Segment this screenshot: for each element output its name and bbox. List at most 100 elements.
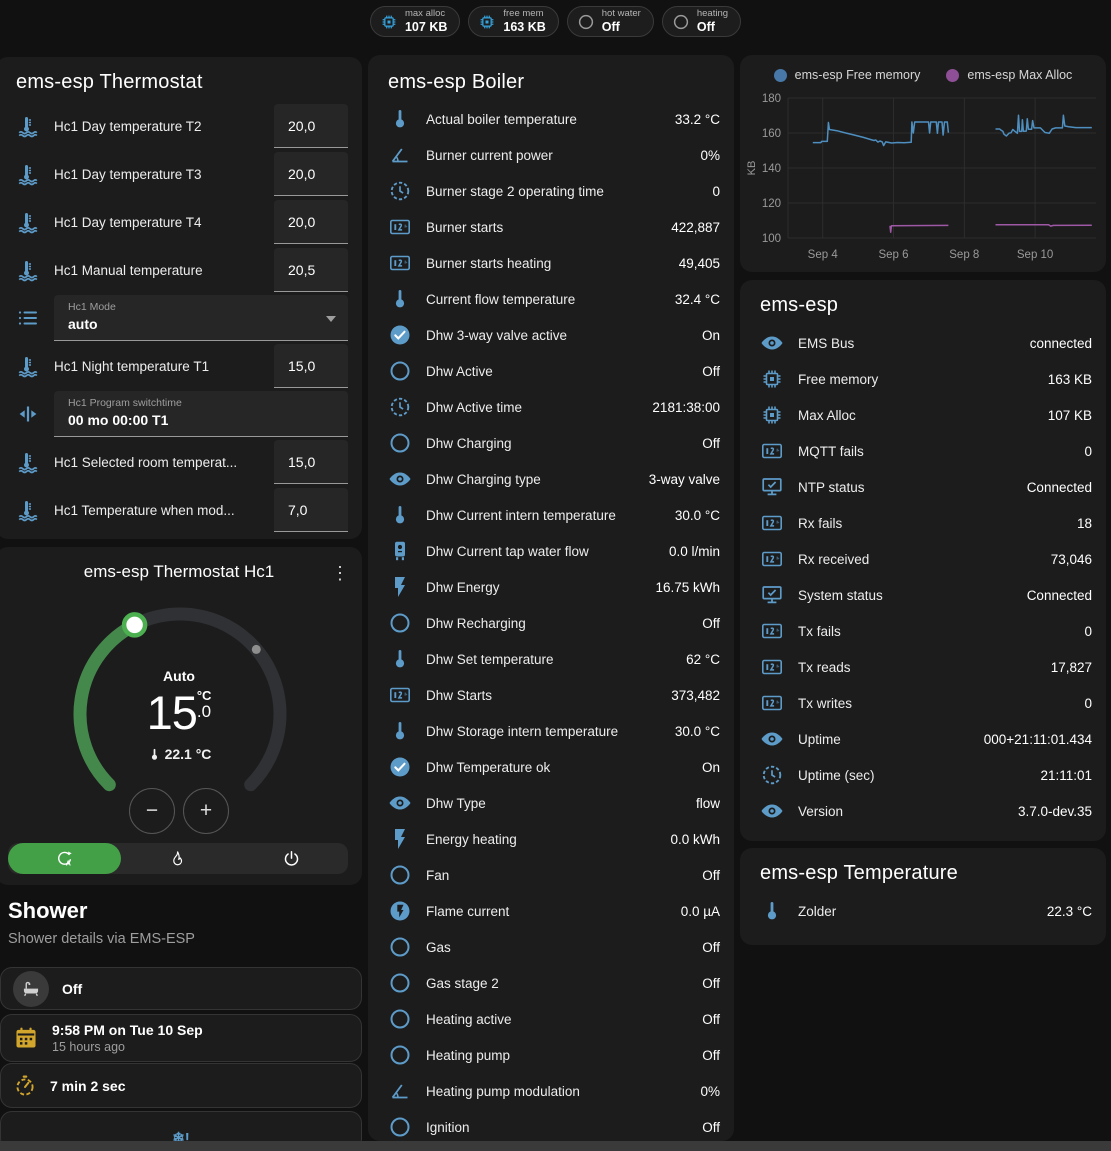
entity-row[interactable]: Dhw Current tap water flow 0.0 l/min xyxy=(368,533,734,569)
progress-clock-icon xyxy=(762,765,782,785)
monitor-check-icon xyxy=(762,478,782,496)
entity-value: 0 xyxy=(1084,623,1092,639)
entity-value: 2181:38:00 xyxy=(652,399,720,415)
entity-row[interactable]: Burner starts 422,887 xyxy=(368,209,734,245)
entity-row[interactable]: Dhw Set temperature 62 °C xyxy=(368,641,734,677)
entity-row[interactable]: Heating pump modulation 0% xyxy=(368,1073,734,1109)
entity-row[interactable]: Hc1 Day temperature T3 20,0 xyxy=(0,150,362,198)
entity-row[interactable]: Hc1 Program switchtime 00 mo 00:00 T1 xyxy=(0,390,362,438)
field-value: 00 mo 00:00 T1 xyxy=(68,412,169,428)
number-input[interactable]: 20,5 xyxy=(274,248,348,292)
entity-row[interactable]: Dhw Type flow xyxy=(368,785,734,821)
mode-select[interactable]: Hc1 Mode auto xyxy=(54,295,348,341)
entity-row[interactable]: Dhw Active time 2181:38:00 xyxy=(368,389,734,425)
shower-card[interactable]: 9:58 PM on Tue 10 Sep 15 hours ago xyxy=(0,1014,362,1062)
coolant-icon xyxy=(18,357,38,378)
entity-row[interactable]: Max Alloc 107 KB xyxy=(740,397,1106,433)
entity-value: 18 xyxy=(1076,515,1092,531)
increase-temp-button[interactable]: + xyxy=(183,788,229,834)
card-title: ems-esp Boiler xyxy=(388,71,525,93)
entity-row[interactable]: Tx reads 17,827 xyxy=(740,649,1106,685)
entity-row[interactable]: NTP status Connected xyxy=(740,469,1106,505)
hvac-mode-thermostat-auto-button[interactable]: A xyxy=(8,843,122,874)
number-input[interactable]: 15,0 xyxy=(274,344,348,388)
hvac-mode-power-button[interactable] xyxy=(235,843,348,874)
entity-row[interactable]: Version 3.7.0-dev.35 xyxy=(740,793,1106,829)
legend-item[interactable]: ems-esp Free memory xyxy=(773,68,920,82)
number-input[interactable]: 20,0 xyxy=(274,152,348,196)
entity-row[interactable]: Dhw Charging type 3-way valve xyxy=(368,461,734,497)
badge-label: max alloc xyxy=(404,7,446,19)
entity-row[interactable]: Rx fails 18 xyxy=(740,505,1106,541)
number-input[interactable]: 20,0 xyxy=(274,104,348,148)
entity-row[interactable]: Rx received 73,046 xyxy=(740,541,1106,577)
entity-row[interactable]: Hc1 Temperature when mod... 7,0 xyxy=(0,486,362,534)
entity-row[interactable]: Burner stage 2 operating time 0 xyxy=(368,173,734,209)
hvac-mode-fire-button[interactable] xyxy=(121,843,234,874)
entity-row[interactable]: Free memory 163 KB xyxy=(740,361,1106,397)
thermostat-dial[interactable] xyxy=(65,599,295,829)
entity-row[interactable]: Tx fails 0 xyxy=(740,613,1106,649)
entity-row[interactable]: Hc1 Day temperature T2 20,0 xyxy=(0,102,362,150)
entity-value: Off xyxy=(702,363,720,379)
entity-row[interactable]: Fan Off xyxy=(368,857,734,893)
entity-name: Rx fails xyxy=(798,515,843,531)
entity-row[interactable]: Ignition Off xyxy=(368,1109,734,1141)
entity-name: Heating pump modulation xyxy=(426,1083,580,1099)
flash-icon xyxy=(395,829,405,849)
entity-value: Off xyxy=(702,867,720,883)
entity-row[interactable]: Dhw Starts 373,482 xyxy=(368,677,734,713)
status-badge[interactable]: hot water Off xyxy=(566,6,654,37)
entity-row[interactable]: Hc1 Selected room temperat... 15,0 xyxy=(0,438,362,486)
more-options-icon[interactable]: ⋮ xyxy=(331,562,349,583)
entity-name: Hc1 Day temperature T4 xyxy=(54,214,202,230)
status-badge[interactable]: heating Off xyxy=(661,6,742,37)
text-input[interactable]: Hc1 Program switchtime 00 mo 00:00 T1 xyxy=(54,391,348,437)
entity-row[interactable]: Uptime (sec) 21:11:01 xyxy=(740,757,1106,793)
entity-row[interactable]: Heating pump Off xyxy=(368,1037,734,1073)
number-input[interactable]: 7,0 xyxy=(274,488,348,532)
entity-row[interactable]: Actual boiler temperature 33.2 °C xyxy=(368,101,734,137)
number-input[interactable]: 15,0 xyxy=(274,440,348,484)
entity-row[interactable]: Hc1 Manual temperature 20,5 xyxy=(0,246,362,294)
entity-row[interactable]: Dhw Current intern temperature 30.0 °C xyxy=(368,497,734,533)
decrease-temp-button[interactable]: − xyxy=(129,788,175,834)
entity-row[interactable]: Dhw Energy 16.75 kWh xyxy=(368,569,734,605)
entity-name: Rx received xyxy=(798,551,870,567)
dial-arc[interactable] xyxy=(65,599,295,829)
entity-row[interactable]: Dhw Charging Off xyxy=(368,425,734,461)
entity-row[interactable]: Burner current power 0% xyxy=(368,137,734,173)
dial-handle[interactable] xyxy=(121,612,148,638)
entity-row[interactable]: Flame current 0.0 µA xyxy=(368,893,734,929)
entity-row[interactable]: Tx writes 0 xyxy=(740,685,1106,721)
entity-row[interactable]: Energy heating 0.0 kWh xyxy=(368,821,734,857)
field-value: auto xyxy=(68,316,98,332)
entity-row[interactable]: Uptime 000+21:11:01.434 xyxy=(740,721,1106,757)
number-input[interactable]: 20,0 xyxy=(274,200,348,244)
entity-row[interactable]: Dhw 3-way valve active On xyxy=(368,317,734,353)
entity-row[interactable]: Hc1 Day temperature T4 20,0 xyxy=(0,198,362,246)
shower-card[interactable]: 7 min 2 sec xyxy=(0,1063,362,1108)
entity-row[interactable]: Heating active Off xyxy=(368,1001,734,1037)
entity-row[interactable]: Dhw Active Off xyxy=(368,353,734,389)
entity-row[interactable]: Current flow temperature 32.4 °C xyxy=(368,281,734,317)
entity-row[interactable]: Gas Off xyxy=(368,929,734,965)
entity-row[interactable]: Burner starts heating 49,405 xyxy=(368,245,734,281)
entity-row[interactable]: Dhw Recharging Off xyxy=(368,605,734,641)
shower-card[interactable]: Off xyxy=(0,967,362,1010)
entity-name: System status xyxy=(798,587,883,603)
entity-row[interactable]: System status Connected xyxy=(740,577,1106,613)
entity-row[interactable]: Zolder 22.3 °C xyxy=(740,893,1106,929)
legend-item[interactable]: ems-esp Max Alloc xyxy=(946,68,1072,82)
entity-row[interactable]: Hc1 Mode auto xyxy=(0,294,362,342)
entity-row[interactable]: MQTT fails 0 xyxy=(740,433,1106,469)
status-badge[interactable]: max alloc 107 KB xyxy=(369,6,461,37)
entity-row[interactable]: Dhw Temperature ok On xyxy=(368,749,734,785)
entity-row[interactable]: Hc1 Night temperature T1 15,0 xyxy=(0,342,362,390)
entity-row[interactable]: EMS Bus connected xyxy=(740,325,1106,361)
status-badge[interactable]: free mem 163 KB xyxy=(468,6,559,37)
entity-row[interactable]: Gas stage 2 Off xyxy=(368,965,734,1001)
card-title: ems-esp Temperature xyxy=(760,862,958,884)
entity-row[interactable]: Dhw Storage intern temperature 30.0 °C xyxy=(368,713,734,749)
